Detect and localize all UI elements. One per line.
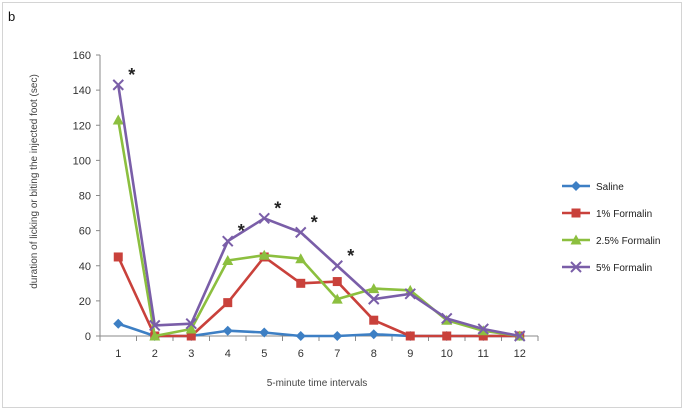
data-point: [185, 323, 197, 334]
data-point: [112, 79, 124, 91]
legend-item: 2.5% Formalin: [562, 234, 660, 247]
legend-label: 2.5% Formalin: [596, 236, 660, 247]
annotation-layer: * * * * *: [128, 65, 354, 266]
legend-item: 5% Formalin: [562, 261, 652, 274]
significance-marker: *: [274, 198, 281, 218]
y-tick-label: 80: [79, 191, 91, 203]
legend-item: Saline: [562, 181, 624, 193]
data-point: [332, 277, 342, 287]
x-tick-label: 12: [514, 348, 526, 360]
x-tick-label: 9: [407, 348, 413, 360]
y-axis-title: duration of licking or biting the inject…: [29, 74, 40, 289]
data-point: [258, 249, 270, 260]
data-point: [295, 253, 307, 264]
y-tick-label: 60: [79, 226, 91, 238]
x-tick-label: 11: [478, 348, 489, 360]
x-tick-label: 10: [441, 348, 453, 360]
figure-frame: [2, 2, 682, 408]
data-point: [368, 329, 379, 340]
series-2-5-formalin: [112, 114, 526, 341]
data-point: [295, 226, 307, 239]
y-axis: 0 20 40 60 80 100 120 140 160: [73, 50, 101, 343]
y-tick-label: 0: [85, 331, 91, 343]
y-tick-label: 120: [73, 120, 91, 132]
data-point: [113, 318, 124, 329]
legend-label: 1% Formalin: [596, 209, 652, 220]
data-point: [295, 331, 306, 341]
series-line: [116, 84, 520, 338]
data-point: [368, 293, 380, 305]
legend: Saline 1% Formalin 2.5% Formalin 5% Formali…: [562, 181, 660, 274]
y-tick-label: 160: [73, 50, 91, 62]
data-point: [259, 327, 270, 338]
data-point: [477, 323, 489, 335]
legend-item: 1% Formalin: [562, 208, 652, 220]
y-tick-label: 20: [79, 296, 91, 308]
data-point: [185, 317, 197, 330]
data-point: [369, 315, 379, 325]
data-point: [223, 298, 233, 308]
x-tick-label: 6: [298, 348, 304, 360]
significance-marker: *: [238, 221, 245, 241]
x-axis-title: 5-minute time intervals: [267, 378, 368, 389]
y-tick-label: 40: [79, 261, 91, 273]
x-tick-label: 8: [371, 348, 377, 360]
data-point: [186, 331, 196, 341]
series-line: [117, 255, 520, 338]
data-point: [296, 278, 306, 288]
data-point: [514, 330, 526, 342]
series-1-formalin: [113, 252, 525, 341]
x-axis: 1 2 3 4 5 6 7 8 9 10 11 12: [99, 335, 539, 360]
data-point: [331, 293, 343, 304]
data-point: [368, 283, 380, 294]
data-point: [112, 114, 124, 125]
x-tick-label: 5: [261, 348, 267, 360]
data-point: [222, 235, 234, 247]
data-point: [570, 234, 582, 245]
significance-marker: *: [128, 65, 135, 85]
data-point: [404, 288, 416, 300]
data-point: [222, 325, 233, 336]
x-tick-label: 3: [188, 348, 194, 360]
data-point: [405, 331, 415, 341]
legend-label: 5% Formalin: [596, 263, 652, 274]
data-point: [442, 331, 452, 341]
y-tick-label: 100: [73, 155, 91, 167]
y-tick-label: 140: [73, 85, 91, 97]
x-tick-label: 1: [115, 348, 121, 360]
series-layer: [112, 79, 526, 342]
data-point: [149, 330, 161, 341]
data-point: [441, 312, 453, 325]
data-point: [570, 261, 582, 273]
series-5-formalin: [112, 79, 526, 342]
x-tick-label: 4: [225, 348, 231, 360]
data-point: [571, 181, 581, 191]
significance-marker: *: [311, 212, 318, 232]
data-point: [331, 260, 343, 272]
x-tick-label: 7: [334, 348, 340, 360]
legend-label: Saline: [596, 182, 624, 193]
data-point: [332, 331, 343, 341]
data-point: [571, 208, 581, 218]
data-point: [258, 212, 270, 225]
significance-marker: *: [347, 246, 354, 266]
data-point: [478, 331, 488, 341]
data-point: [149, 319, 161, 332]
data-point: [113, 252, 123, 262]
x-tick-label: 2: [152, 348, 158, 360]
panel-label: b: [8, 9, 15, 24]
data-point: [222, 254, 234, 265]
series-line: [116, 119, 520, 338]
